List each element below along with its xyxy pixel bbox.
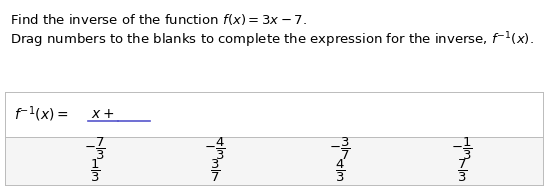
Text: $\dfrac{7}{3}$: $\dfrac{7}{3}$ [457, 158, 467, 184]
Text: $-\dfrac{7}{3}$: $-\dfrac{7}{3}$ [84, 136, 106, 162]
Text: $f^{-1}(x) =$: $f^{-1}(x) =$ [14, 105, 68, 124]
Text: $-\dfrac{3}{7}$: $-\dfrac{3}{7}$ [329, 136, 351, 162]
Text: Drag numbers to the blanks to complete the expression for the inverse, $f^{-1}(x: Drag numbers to the blanks to complete t… [10, 30, 534, 50]
Text: Find the inverse of the function $f(x) = 3x - 7$.: Find the inverse of the function $f(x) =… [10, 12, 307, 27]
Text: $-\dfrac{4}{3}$: $-\dfrac{4}{3}$ [204, 136, 226, 162]
Text: $\dfrac{3}{7}$: $\dfrac{3}{7}$ [210, 158, 220, 184]
Text: $x +$: $x +$ [92, 108, 115, 122]
Text: $\dfrac{4}{3}$: $\dfrac{4}{3}$ [335, 158, 345, 184]
Text: $-\dfrac{1}{3}$: $-\dfrac{1}{3}$ [451, 136, 473, 162]
Text: $\dfrac{1}{3}$: $\dfrac{1}{3}$ [90, 158, 100, 184]
